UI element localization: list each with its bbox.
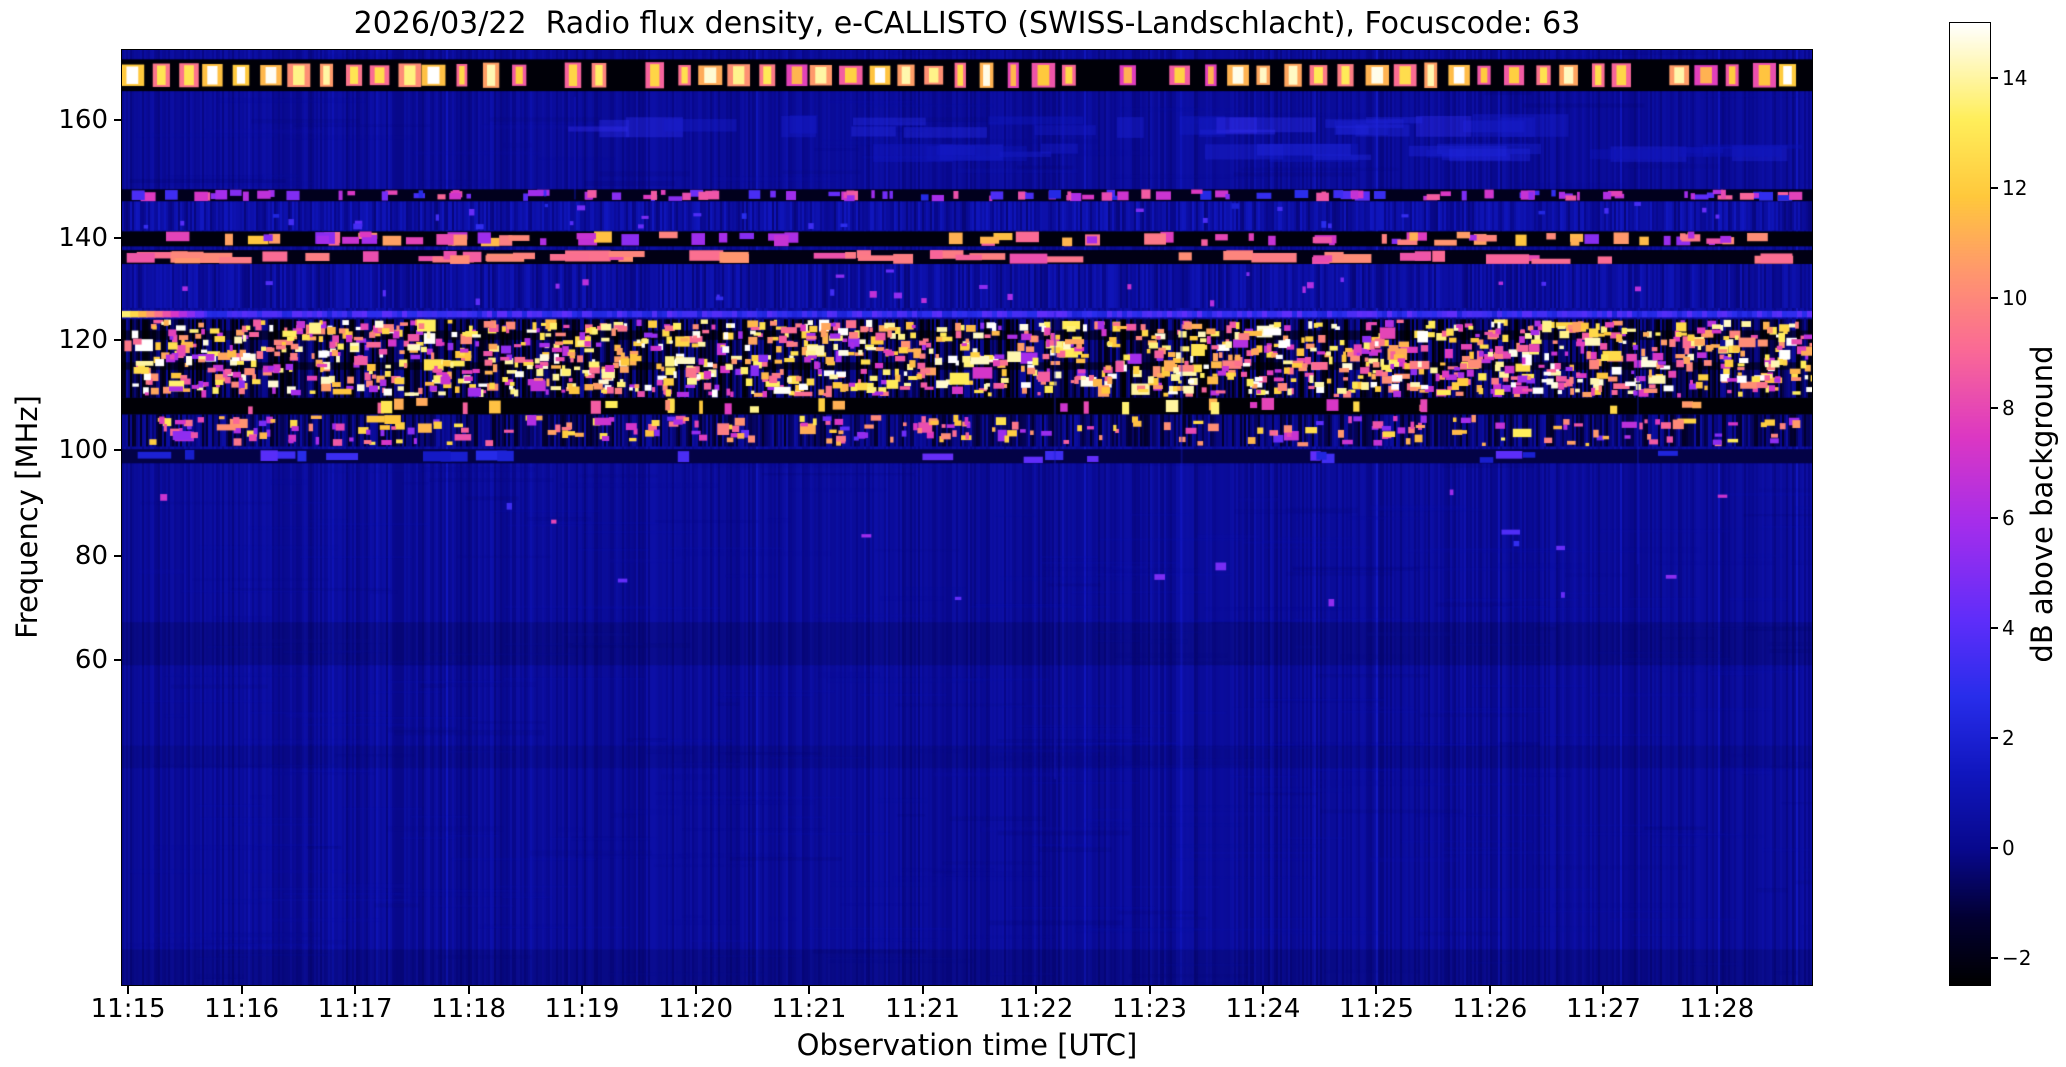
y-tick-mark	[114, 658, 122, 661]
x-tick-label: 11:25	[1339, 994, 1414, 1024]
x-tick-label: 11:15	[90, 994, 166, 1024]
colorbar-tick-label: 2	[2002, 725, 2015, 750]
x-tick-label: 11:26	[1452, 994, 1528, 1024]
x-tick-mark	[1602, 986, 1605, 994]
x-tick-mark	[1488, 986, 1491, 994]
y-tick-label: 120	[58, 324, 108, 355]
x-tick-mark	[240, 986, 243, 994]
y-tick-mark	[114, 236, 122, 239]
chart-title: 2026/03/22 Radio flux density, e-CALLIST…	[353, 6, 1581, 41]
colorbar-tick-label: 8	[2002, 395, 2015, 420]
colorbar-tick-label: 12	[2002, 175, 2028, 200]
x-tick-label: 11:19	[544, 994, 620, 1024]
x-tick-mark	[1715, 986, 1718, 994]
colorbar-label: dB above background	[2025, 345, 2059, 663]
x-tick-mark	[1034, 986, 1037, 994]
colorbar-tick-label: 6	[2002, 505, 2015, 530]
colorbar	[1949, 22, 1991, 986]
x-tick-mark	[354, 986, 357, 994]
colorbar-gradient	[1950, 23, 1990, 985]
y-axis-label: Frequency [MHz]	[10, 395, 44, 639]
x-tick-label: 11:18	[431, 994, 507, 1024]
x-tick-mark	[467, 986, 470, 994]
x-tick-mark	[694, 986, 697, 994]
colorbar-tick-mark	[1991, 406, 1998, 409]
colorbar-tick-mark	[1991, 736, 1998, 739]
x-tick-label: 11:24	[1225, 994, 1301, 1024]
colorbar-tick-label: 10	[2002, 285, 2028, 310]
spectrogram-plot	[121, 49, 1813, 986]
colorbar-tick-label: 0	[2002, 835, 2015, 860]
x-tick-mark	[807, 986, 810, 994]
x-tick-label: 11:23	[1112, 994, 1187, 1024]
colorbar-tick-mark	[1991, 186, 1998, 189]
x-tick-label: 11:22	[998, 994, 1074, 1024]
colorbar-tick-mark	[1991, 956, 1998, 959]
x-tick-label: 11:27	[1565, 994, 1641, 1024]
x-tick-label: 11:21	[771, 994, 847, 1024]
x-tick-label: 11:20	[658, 994, 734, 1024]
colorbar-tick-mark	[1991, 626, 1998, 629]
x-tick-mark	[921, 986, 924, 994]
x-tick-mark	[127, 986, 130, 994]
y-tick-label: 80	[74, 540, 108, 571]
y-tick-label: 140	[58, 222, 108, 253]
x-tick-label: 11:21	[885, 994, 961, 1024]
x-tick-mark	[581, 986, 584, 994]
x-tick-label: 11:16	[204, 994, 280, 1024]
colorbar-tick-label: 4	[2002, 615, 2015, 640]
spectrogram-canvas	[122, 50, 1812, 985]
colorbar-tick-mark	[1991, 846, 1998, 849]
y-tick-mark	[114, 119, 122, 122]
colorbar-tick-label: −2	[2002, 945, 2032, 970]
colorbar-tick-mark	[1991, 76, 1998, 79]
y-tick-label: 60	[74, 644, 108, 675]
x-axis-label: Observation time [UTC]	[796, 1028, 1138, 1062]
x-tick-label: 11:17	[317, 994, 393, 1024]
y-tick-label: 100	[58, 435, 108, 466]
x-tick-mark	[1375, 986, 1378, 994]
x-tick-mark	[1148, 986, 1151, 994]
colorbar-tick-label: 14	[2002, 65, 2028, 90]
colorbar-tick-mark	[1991, 516, 1998, 519]
x-tick-mark	[1261, 986, 1264, 994]
y-tick-mark	[114, 554, 122, 557]
y-tick-mark	[114, 338, 122, 341]
colorbar-tick-mark	[1991, 296, 1998, 299]
y-tick-label: 160	[58, 105, 108, 136]
y-tick-mark	[114, 449, 122, 452]
x-tick-label: 11:28	[1679, 994, 1755, 1024]
